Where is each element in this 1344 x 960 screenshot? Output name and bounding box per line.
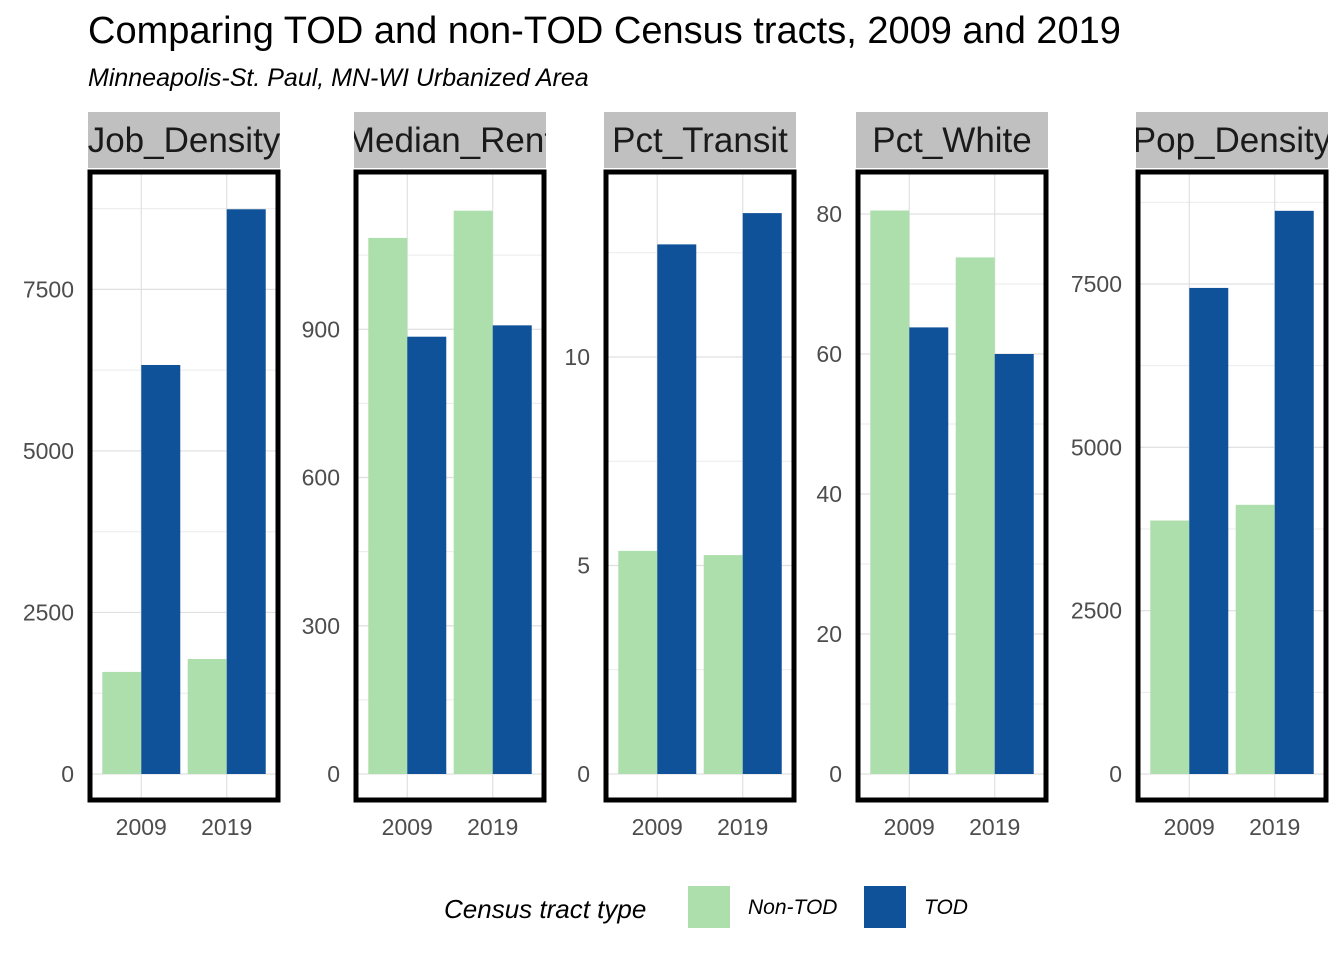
facet-label-median-rent: Median_Rent xyxy=(346,121,554,160)
facet-label-pct-transit: Pct_Transit xyxy=(612,121,788,160)
x-tick-label-job-density: 2019 xyxy=(201,814,252,840)
panel-border-pop-density xyxy=(1135,169,1329,803)
bar-job-density-tod-2009 xyxy=(141,364,181,774)
y-tick-label-job-density: 5000 xyxy=(23,438,74,464)
bar-pop-density-tod-2019 xyxy=(1274,210,1314,774)
x-tick-label-pct-white: 2019 xyxy=(969,814,1020,840)
bar-pct-white-non-tod-2019 xyxy=(955,257,995,774)
facet-strip-pop-density xyxy=(1136,112,1328,168)
bar-pct-transit-non-tod-2019 xyxy=(703,555,743,774)
facet-strip-pct-transit xyxy=(604,112,796,168)
x-tick-label-pop-density: 2019 xyxy=(1249,814,1300,840)
bar-median-rent-non-tod-2019 xyxy=(453,210,493,775)
y-tick-label-pct-white: 20 xyxy=(816,621,842,647)
bar-median-rent-tod-2009 xyxy=(407,336,447,774)
bar-pop-density-tod-2009 xyxy=(1189,287,1229,774)
y-tick-label-job-density: 7500 xyxy=(23,276,74,302)
bar-job-density-non-tod-2019 xyxy=(187,658,227,774)
bar-pct-transit-tod-2019 xyxy=(742,213,782,774)
legend-label-tod: TOD xyxy=(924,896,968,919)
bar-median-rent-tod-2019 xyxy=(492,325,532,774)
x-tick-label-pop-density: 2009 xyxy=(1164,814,1215,840)
bar-pct-transit-tod-2009 xyxy=(657,244,697,774)
bar-pop-density-non-tod-2009 xyxy=(1150,520,1190,774)
chart-subtitle: Minneapolis-St. Paul, MN-WI Urbanized Ar… xyxy=(88,64,589,92)
facet-label-pct-white: Pct_White xyxy=(872,121,1032,160)
x-tick-label-pct-transit: 2019 xyxy=(717,814,768,840)
chart-title: Comparing TOD and non-TOD Census tracts,… xyxy=(88,10,1121,52)
x-tick-label-pct-white: 2009 xyxy=(884,814,935,840)
bar-job-density-non-tod-2009 xyxy=(102,671,142,774)
y-tick-label-pct-transit: 0 xyxy=(577,761,590,787)
x-tick-label-pct-transit: 2009 xyxy=(632,814,683,840)
bar-pop-density-non-tod-2019 xyxy=(1235,504,1275,774)
legend-key-non-tod xyxy=(688,886,730,928)
y-tick-label-pct-white: 0 xyxy=(829,761,842,787)
y-tick-label-pct-white: 60 xyxy=(816,341,842,367)
facet-label-pop-density: Pop_Density xyxy=(1133,121,1332,160)
panel-border-median-rent xyxy=(353,169,547,803)
bar-pct-transit-non-tod-2009 xyxy=(618,550,658,774)
bar-pct-white-non-tod-2009 xyxy=(870,210,910,774)
y-tick-label-median-rent: 600 xyxy=(302,465,340,491)
bar-job-density-tod-2019 xyxy=(226,209,266,774)
y-tick-label-pop-density: 5000 xyxy=(1071,434,1122,460)
y-tick-label-pop-density: 2500 xyxy=(1071,598,1122,624)
panel-border-job-density xyxy=(87,169,281,803)
facet-strip-median-rent xyxy=(354,112,546,168)
legend-label-non-tod: Non-TOD xyxy=(748,896,838,919)
x-tick-label-median-rent: 2009 xyxy=(382,814,433,840)
y-tick-label-median-rent: 300 xyxy=(302,613,340,639)
legend-title: Census tract type xyxy=(444,894,647,924)
bar-median-rent-non-tod-2009 xyxy=(368,237,408,775)
y-tick-label-pct-white: 80 xyxy=(816,201,842,227)
panel-border-pct-white xyxy=(855,169,1049,803)
y-tick-label-median-rent: 900 xyxy=(302,316,340,342)
y-tick-label-job-density: 0 xyxy=(61,761,74,787)
facet-strip-pct-white xyxy=(856,112,1048,168)
legend-key-tod xyxy=(864,886,906,928)
y-tick-label-job-density: 2500 xyxy=(23,599,74,625)
y-tick-label-pct-white: 40 xyxy=(816,481,842,507)
y-tick-label-pct-transit: 5 xyxy=(577,552,590,578)
y-tick-label-pct-transit: 10 xyxy=(564,344,590,370)
x-tick-label-job-density: 2009 xyxy=(116,814,167,840)
y-tick-label-pop-density: 0 xyxy=(1109,761,1122,787)
panel-border-pct-transit xyxy=(603,169,797,803)
y-tick-label-median-rent: 0 xyxy=(327,761,340,787)
x-tick-label-median-rent: 2019 xyxy=(467,814,518,840)
facet-strip-job-density xyxy=(88,112,280,168)
legend: Census tract type Non-TOD TOD xyxy=(0,884,1344,934)
bar-pct-white-tod-2009 xyxy=(909,327,949,774)
y-tick-label-pop-density: 7500 xyxy=(1071,271,1122,297)
facet-label-job-density: Job_Density xyxy=(88,121,281,160)
bar-pct-white-tod-2019 xyxy=(994,354,1034,774)
